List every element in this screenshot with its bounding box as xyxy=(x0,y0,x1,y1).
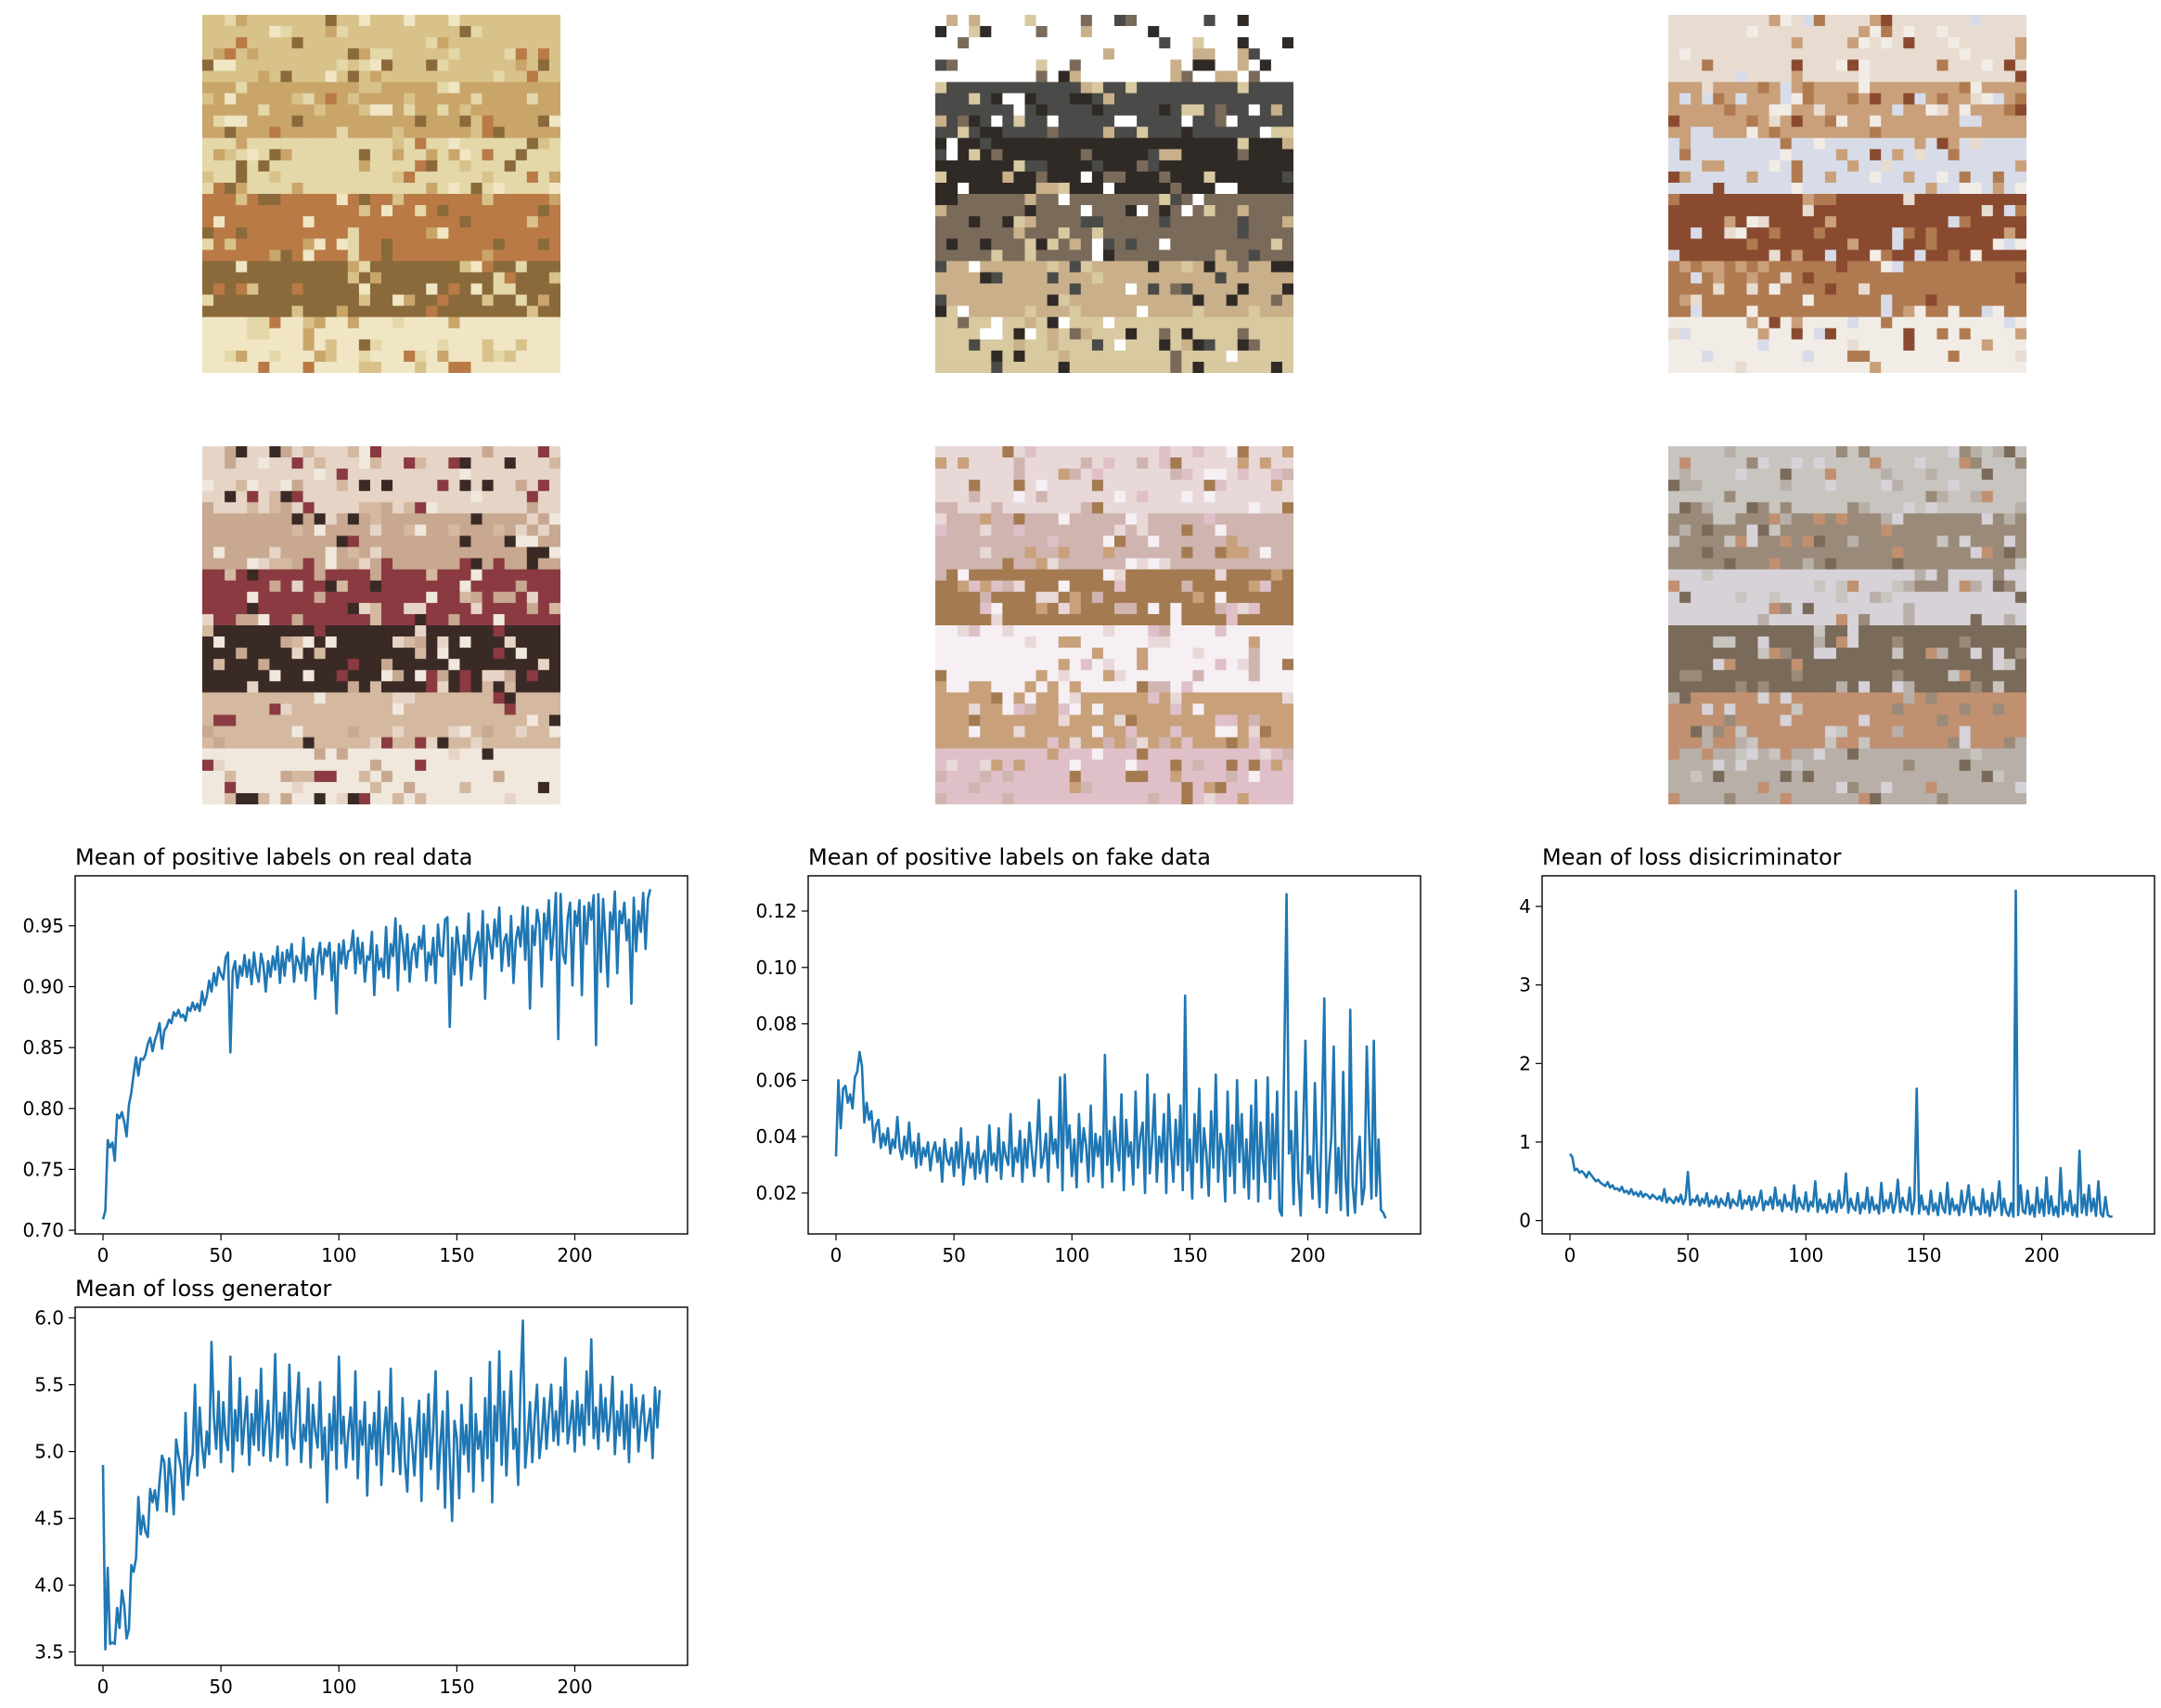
chart-3: Mean of loss disicriminator 0 50 100 150 200 0… xyxy=(1519,844,2155,1266)
plot-frame xyxy=(74,875,688,1235)
y-tick-label: 2 xyxy=(1519,1052,1531,1074)
series-line xyxy=(101,889,652,1220)
x-tick-label: 200 xyxy=(557,1676,592,1698)
x-tick-label: 0 xyxy=(97,1244,109,1266)
y-tick-label: 1 xyxy=(1519,1131,1531,1153)
x-tick-label: 0 xyxy=(97,1676,109,1698)
y-tick-label: 3.5 xyxy=(34,1641,64,1663)
x-tick-label: 50 xyxy=(942,1244,965,1266)
chart-1: Mean of positive labels on real data 0 50 1… xyxy=(22,844,688,1266)
plot-frame xyxy=(1541,875,2155,1235)
x-tick-label: 200 xyxy=(1290,1244,1325,1266)
generated-sample-4 xyxy=(202,446,560,804)
y-tick-label: 0.08 xyxy=(755,1013,797,1035)
chart-title: Mean of positive labels on real data xyxy=(75,844,472,870)
x-tick-label: 100 xyxy=(1054,1244,1089,1266)
sample-mosaic xyxy=(1668,446,2026,804)
y-tick-label: 5.5 xyxy=(34,1374,64,1396)
y-tick-label: 0.70 xyxy=(22,1219,64,1241)
chart-2: Mean of positive labels on fake data 0 50 1… xyxy=(755,844,1421,1266)
x-tick-label: 0 xyxy=(1564,1244,1576,1266)
generated-sample-6 xyxy=(1668,446,2026,804)
y-tick-label: 0.10 xyxy=(755,957,797,979)
sample-mosaic xyxy=(1668,15,2026,373)
chart-4: Mean of loss generator 0 50 100 150 200 3.5 4.0… xyxy=(34,1276,688,1698)
sample-mosaic xyxy=(202,446,560,804)
series-line xyxy=(834,893,1387,1219)
y-tick-label: 0.90 xyxy=(22,975,64,997)
chart-title: Mean of loss disicriminator xyxy=(1542,844,1842,870)
generated-sample-3 xyxy=(1668,15,2026,373)
x-tick-label: 0 xyxy=(830,1244,843,1266)
y-tick-label: 6.0 xyxy=(34,1307,64,1329)
y-tick-label: 0.95 xyxy=(22,915,64,937)
x-tick-label: 100 xyxy=(321,1676,356,1698)
y-tick-label: 5.0 xyxy=(34,1441,64,1463)
generated-sample-1 xyxy=(202,15,560,373)
chart-title: Mean of loss generator xyxy=(75,1276,331,1302)
y-tick-label: 0.85 xyxy=(22,1036,64,1059)
plot-frame xyxy=(74,1306,688,1666)
y-tick-label: 0 xyxy=(1519,1210,1531,1232)
x-tick-label: 150 xyxy=(1906,1244,1941,1266)
x-tick-label: 150 xyxy=(439,1676,474,1698)
series-line xyxy=(101,1319,662,1651)
series-line xyxy=(1568,889,2113,1218)
y-tick-label: 0.75 xyxy=(22,1158,64,1180)
y-tick-label: 0.06 xyxy=(755,1069,797,1091)
x-tick-label: 100 xyxy=(321,1244,356,1266)
x-tick-label: 150 xyxy=(439,1244,474,1266)
sample-mosaic xyxy=(935,446,1293,804)
generated-sample-2 xyxy=(935,15,1293,373)
y-tick-label: 0.12 xyxy=(755,900,797,922)
x-tick-label: 50 xyxy=(209,1676,232,1698)
x-tick-label: 50 xyxy=(209,1244,232,1266)
y-tick-label: 0.02 xyxy=(755,1182,797,1204)
y-tick-label: 4 xyxy=(1519,895,1531,918)
y-tick-label: 0.80 xyxy=(22,1098,64,1120)
chart-title: Mean of positive labels on fake data xyxy=(808,844,1211,870)
plot-frame xyxy=(807,875,1421,1235)
y-tick-label: 4.5 xyxy=(34,1508,64,1530)
y-tick-label: 4.0 xyxy=(34,1574,64,1597)
y-tick-label: 0.04 xyxy=(755,1125,797,1148)
y-tick-label: 3 xyxy=(1519,974,1531,996)
x-tick-label: 200 xyxy=(557,1244,592,1266)
generated-sample-5 xyxy=(935,446,1293,804)
sample-mosaic xyxy=(935,15,1293,373)
x-tick-label: 50 xyxy=(1676,1244,1699,1266)
x-tick-label: 200 xyxy=(2024,1244,2059,1266)
sample-mosaic xyxy=(202,15,560,373)
x-tick-label: 150 xyxy=(1172,1244,1207,1266)
x-tick-label: 100 xyxy=(1788,1244,1823,1266)
